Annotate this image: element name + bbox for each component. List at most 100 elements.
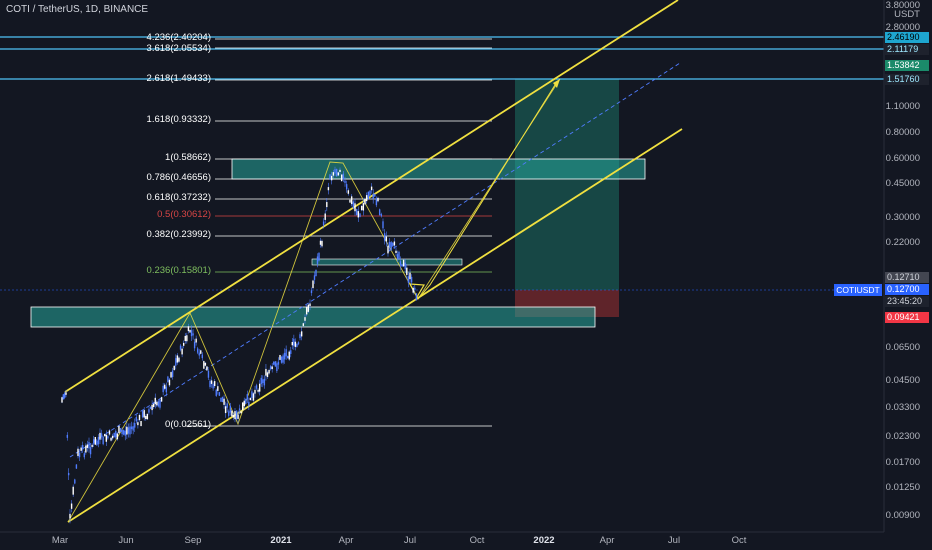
candle-body — [140, 420, 142, 427]
candle-body — [241, 402, 244, 411]
candle-body — [94, 437, 96, 445]
candle-body — [130, 426, 133, 430]
candle-body — [146, 413, 149, 420]
candle-body — [224, 406, 227, 414]
candle-body — [378, 209, 381, 215]
candle-body — [300, 331, 303, 337]
price-label: 0.45000 — [885, 178, 920, 189]
candle-body — [171, 370, 174, 378]
candle-body — [215, 389, 217, 396]
candle-body — [374, 194, 376, 197]
candle-body — [274, 361, 277, 367]
candle-body — [387, 245, 389, 254]
candle-body — [97, 437, 100, 445]
candle-body — [377, 197, 379, 202]
price-label: 0.60000 — [885, 153, 920, 164]
chart-title: COTI / TetherUS, 1D, BINANCE — [6, 4, 149, 15]
candle-body — [401, 264, 403, 267]
candle-body — [277, 361, 280, 365]
candle-body — [66, 434, 69, 438]
candle-body — [221, 396, 224, 403]
candle-body — [297, 342, 300, 345]
resistance-zone[interactable] — [231, 158, 646, 180]
candle-body — [113, 432, 115, 438]
zigzag-pattern[interactable] — [67, 78, 561, 523]
candle-body — [404, 262, 406, 270]
candle-body — [167, 376, 169, 383]
candle-body — [104, 433, 106, 437]
fib-label: 0(0.02561) — [165, 419, 211, 430]
candle-body — [83, 453, 85, 458]
candle-body — [296, 343, 298, 347]
price-label: 2.80000 — [885, 22, 920, 33]
candle-body — [122, 430, 125, 435]
candle-body — [406, 267, 408, 275]
fib-label: 0.618(0.37232) — [146, 192, 211, 203]
candle-body — [190, 330, 193, 337]
candle-body — [99, 432, 101, 440]
small-zone[interactable] — [311, 258, 463, 266]
channel-lower-line[interactable] — [67, 128, 683, 523]
projection-arrow[interactable] — [417, 84, 556, 300]
candle-body — [342, 173, 345, 180]
candle-body — [135, 417, 138, 422]
candle-body — [235, 411, 238, 419]
fibonacci-retracement[interactable] — [185, 38, 492, 427]
candle-body — [294, 341, 297, 347]
candle-body — [332, 172, 335, 176]
price-label: 0.80000 — [885, 127, 920, 138]
candle-body — [93, 439, 95, 444]
position-target-zone[interactable] — [515, 79, 619, 290]
candle-body — [339, 169, 341, 172]
candle-body — [77, 448, 79, 457]
candle-body — [165, 386, 168, 393]
candle-body — [179, 345, 182, 350]
candle-body — [307, 304, 310, 312]
candle-body — [352, 201, 355, 208]
candle-body — [410, 276, 413, 283]
candle-body — [234, 411, 236, 419]
candle-body — [82, 445, 84, 450]
candle-body — [299, 334, 301, 339]
candle-body — [118, 425, 120, 434]
candle-body — [124, 430, 126, 436]
candle-body — [245, 398, 247, 404]
candle-body — [151, 404, 153, 411]
candle-body — [69, 513, 71, 519]
candle-body — [206, 366, 208, 371]
fib-label: 0.382(0.23992) — [146, 229, 211, 240]
candle-body — [141, 411, 144, 418]
candle-body — [345, 184, 348, 190]
candle-body — [63, 393, 66, 398]
candle-body — [80, 447, 82, 451]
candle-body — [279, 355, 281, 360]
candle-body — [365, 195, 368, 202]
candle-body — [350, 196, 353, 205]
candle-body — [119, 428, 122, 432]
candle-body — [258, 383, 261, 392]
fib-label: 3.618(2.05534) — [146, 43, 211, 54]
candle-body — [85, 445, 87, 453]
channel-mid-line[interactable] — [69, 62, 681, 458]
candle-body — [175, 358, 177, 366]
candle-body — [362, 203, 365, 211]
candle-body — [61, 397, 63, 403]
candle-body — [383, 233, 386, 241]
candle-body — [218, 392, 221, 396]
candle-body — [91, 444, 93, 447]
fib-label: 0.236(0.15801) — [146, 265, 211, 276]
candle-body — [329, 174, 331, 180]
candle-body — [282, 355, 284, 363]
candlestick-series[interactable] — [61, 166, 418, 524]
candle-body — [129, 426, 131, 435]
channel-upper-line[interactable] — [64, 0, 679, 393]
candle-body — [162, 385, 164, 393]
candle-body — [354, 203, 356, 212]
candle-body — [149, 406, 152, 409]
price-top-label: 3.80000 — [885, 0, 920, 11]
candle-body — [67, 472, 70, 476]
candle-body — [364, 199, 366, 205]
support-zone[interactable] — [30, 306, 596, 328]
candle-body — [399, 261, 402, 266]
